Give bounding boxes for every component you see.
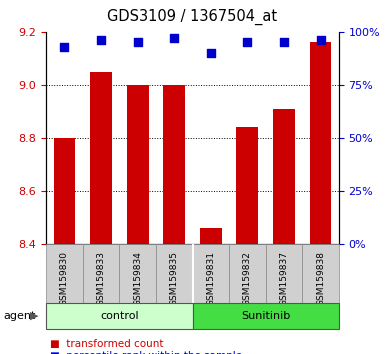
Text: GSM159835: GSM159835 — [170, 251, 179, 306]
Text: GSM159832: GSM159832 — [243, 251, 252, 306]
Text: GSM159833: GSM159833 — [97, 251, 105, 306]
Bar — [302, 244, 339, 303]
Point — [171, 35, 177, 41]
Text: ■  percentile rank within the sample: ■ percentile rank within the sample — [50, 351, 242, 354]
Text: ■  transformed count: ■ transformed count — [50, 339, 164, 349]
Bar — [54, 138, 75, 244]
Point — [208, 50, 214, 56]
Bar — [46, 303, 192, 329]
Point — [244, 40, 251, 45]
Point — [61, 44, 68, 50]
Bar — [83, 244, 119, 303]
Text: GSM159831: GSM159831 — [206, 251, 215, 306]
Bar — [163, 85, 185, 244]
Text: GSM159837: GSM159837 — [280, 251, 288, 306]
Text: GSM159830: GSM159830 — [60, 251, 69, 306]
Point — [98, 38, 104, 43]
Text: ▶: ▶ — [30, 311, 38, 321]
Bar — [127, 85, 149, 244]
Bar — [236, 127, 258, 244]
Text: Sunitinib: Sunitinib — [241, 311, 290, 321]
Bar — [192, 303, 339, 329]
Bar — [266, 244, 302, 303]
Bar — [229, 244, 266, 303]
Point — [281, 40, 287, 45]
Bar — [273, 109, 295, 244]
Text: GSM159834: GSM159834 — [133, 251, 142, 306]
Bar — [46, 244, 83, 303]
Bar — [90, 72, 112, 244]
Bar — [156, 244, 192, 303]
Bar — [200, 228, 222, 244]
Bar — [192, 244, 229, 303]
Point — [135, 40, 141, 45]
Bar — [310, 42, 331, 244]
Text: GSM159838: GSM159838 — [316, 251, 325, 306]
Text: agent: agent — [4, 311, 36, 321]
Text: GDS3109 / 1367504_at: GDS3109 / 1367504_at — [107, 9, 278, 25]
Point — [318, 38, 324, 43]
Bar — [119, 244, 156, 303]
Text: control: control — [100, 311, 139, 321]
